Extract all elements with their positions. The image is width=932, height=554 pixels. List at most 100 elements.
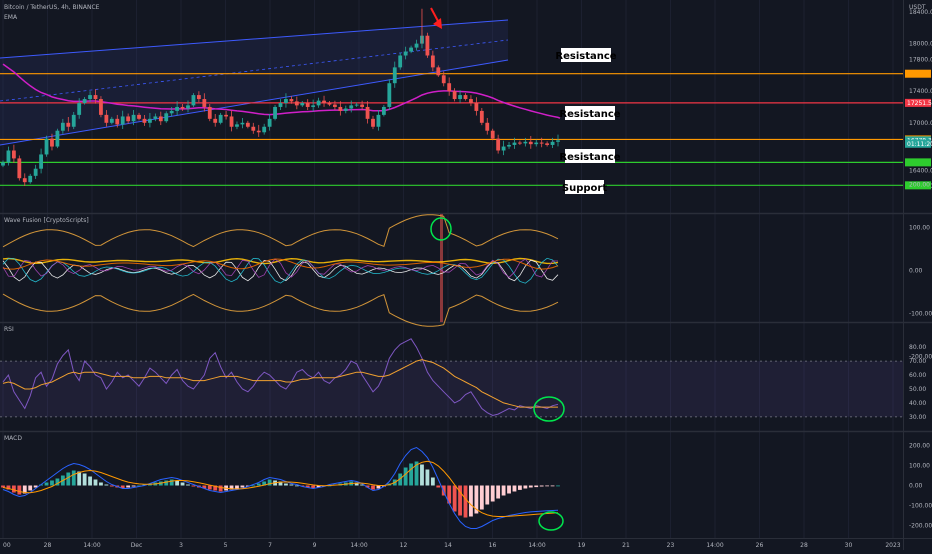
candle[interactable]: [71, 111, 76, 130]
candle[interactable]: [158, 111, 163, 126]
candle[interactable]: [490, 128, 495, 141]
candle[interactable]: [137, 112, 141, 121]
candle[interactable]: [512, 137, 517, 149]
candle[interactable]: [224, 110, 228, 120]
candle[interactable]: [240, 117, 245, 129]
candle[interactable]: [501, 140, 506, 156]
candle[interactable]: [354, 102, 359, 107]
candle[interactable]: [322, 95, 326, 107]
candle[interactable]: [235, 121, 239, 130]
macd-line[interactable]: [2, 446, 559, 529]
candle[interactable]: [44, 135, 49, 157]
candle[interactable]: [371, 115, 375, 130]
candle[interactable]: [333, 100, 337, 111]
candle[interactable]: [60, 118, 65, 134]
candle[interactable]: [131, 110, 136, 126]
signal-line[interactable]: [2, 460, 559, 517]
rsi-ma-line[interactable]: [2, 359, 558, 408]
candle[interactable]: [109, 116, 114, 125]
red-arrow-marker[interactable]: [430, 7, 442, 29]
text-annotations[interactable]: Resistance Resistance Resistance Support: [430, 7, 621, 194]
candle[interactable]: [88, 91, 92, 103]
rsi-line[interactable]: [2, 338, 559, 417]
candle[interactable]: [82, 97, 87, 105]
candle[interactable]: [77, 98, 82, 119]
candle[interactable]: [196, 91, 201, 103]
resistance-label-2[interactable]: Resistance: [559, 106, 621, 120]
horizontal-levels[interactable]: [0, 73, 903, 186]
candle[interactable]: [289, 96, 294, 104]
candle[interactable]: [441, 71, 446, 87]
candle[interactable]: [6, 146, 11, 166]
candle[interactable]: [164, 111, 169, 123]
candle[interactable]: [148, 113, 152, 128]
candle[interactable]: [436, 65, 441, 77]
candle[interactable]: [343, 105, 348, 114]
candle[interactable]: [22, 173, 27, 187]
wave-fusion-pane[interactable]: Wave Fusion [CryptoScripts]: [2, 214, 559, 327]
candle[interactable]: [39, 148, 43, 174]
candle[interactable]: [256, 124, 261, 137]
time-axis[interactable]: 00 28 14:00 Dec 3 5 7 9 14:00 12 14 16 14:00 19 21 23 14…: [3, 542, 901, 549]
candle[interactable]: [142, 114, 147, 126]
candle[interactable]: [202, 93, 207, 112]
candle[interactable]: [28, 173, 33, 184]
candle[interactable]: [365, 101, 370, 124]
candle[interactable]: [213, 114, 218, 127]
candle[interactable]: [50, 133, 54, 151]
candle[interactable]: [1, 160, 5, 168]
candle[interactable]: [327, 101, 332, 107]
candle[interactable]: [545, 141, 550, 147]
candle[interactable]: [458, 90, 462, 103]
resistance-label-3[interactable]: Resistance: [559, 149, 621, 163]
candle[interactable]: [528, 136, 533, 149]
candle[interactable]: [409, 45, 413, 54]
candle[interactable]: [349, 100, 354, 113]
candle[interactable]: [387, 79, 392, 111]
candle[interactable]: [207, 104, 212, 122]
support-label-1[interactable]: Support: [562, 180, 607, 194]
candle[interactable]: [262, 123, 267, 135]
candle[interactable]: [305, 99, 310, 111]
rsi-pane[interactable]: RSI: [0, 326, 903, 422]
candle[interactable]: [556, 134, 560, 147]
candle[interactable]: [463, 93, 468, 101]
candle[interactable]: [115, 114, 120, 128]
candle[interactable]: [245, 120, 250, 129]
candle[interactable]: [153, 113, 158, 122]
candle[interactable]: [251, 122, 256, 134]
candle[interactable]: [17, 155, 22, 181]
candle[interactable]: [414, 39, 419, 51]
candle[interactable]: [518, 140, 522, 145]
candle[interactable]: [33, 164, 38, 179]
candle[interactable]: [425, 32, 430, 58]
wave-peak-circle[interactable]: [430, 217, 452, 241]
candle[interactable]: [392, 61, 397, 88]
candle[interactable]: [539, 137, 544, 148]
candle[interactable]: [360, 100, 365, 111]
candle[interactable]: [229, 110, 234, 132]
candle[interactable]: [507, 142, 511, 149]
rsi-bottom-circle[interactable]: [533, 396, 565, 422]
candle[interactable]: [496, 134, 501, 154]
candle[interactable]: [99, 96, 103, 118]
ema-line[interactable]: [2, 63, 561, 119]
candle[interactable]: [191, 93, 196, 107]
candle[interactable]: [294, 96, 299, 110]
price-pane[interactable]: Resistance Resistance Resistance Support…: [0, 4, 926, 194]
candle[interactable]: [447, 77, 452, 96]
macd-bottom-circle[interactable]: [538, 511, 564, 531]
candle[interactable]: [311, 99, 316, 112]
candle[interactable]: [452, 88, 457, 102]
candle[interactable]: [11, 144, 16, 164]
channel-upper-line[interactable]: [0, 19, 509, 59]
candles[interactable]: [1, 8, 560, 187]
candle[interactable]: [474, 97, 479, 116]
candle[interactable]: [485, 117, 490, 135]
candle[interactable]: [273, 104, 277, 121]
candle[interactable]: [479, 107, 484, 126]
candle[interactable]: [398, 52, 403, 70]
candle[interactable]: [104, 110, 109, 127]
price-axis[interactable]: 18400.00 18000.00 17800.00 17400.00 17000.00…: [905, 9, 932, 530]
